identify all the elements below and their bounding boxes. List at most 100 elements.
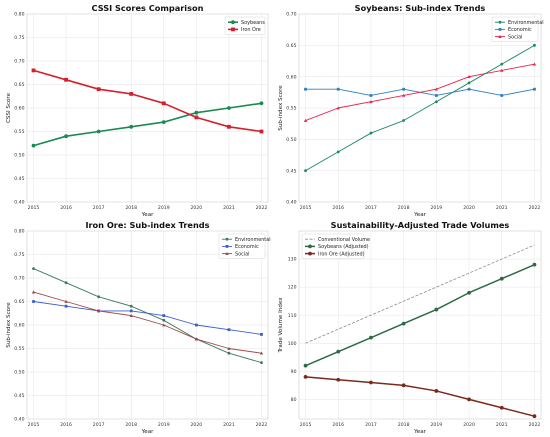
x-tick-label: 2015 bbox=[300, 205, 312, 211]
data-point bbox=[31, 143, 36, 148]
data-point bbox=[227, 328, 231, 332]
data-point bbox=[304, 87, 307, 91]
y-tick-label: 90 bbox=[291, 369, 297, 375]
data-point bbox=[96, 129, 101, 134]
series-1 bbox=[304, 43, 536, 173]
x-tick-label: 2018 bbox=[398, 422, 410, 428]
data-point bbox=[227, 351, 231, 355]
data-point bbox=[194, 115, 199, 120]
y-tick-label: 0.75 bbox=[14, 252, 24, 258]
y-tick-label: 0.80 bbox=[14, 229, 24, 235]
x-tick-label: 2016 bbox=[60, 422, 72, 428]
series-line bbox=[305, 263, 535, 367]
y-tick-label: 0.70 bbox=[14, 276, 24, 282]
series-line bbox=[33, 69, 262, 133]
x-tick-label: 2018 bbox=[398, 205, 410, 211]
data-point bbox=[500, 68, 504, 72]
legend-box bbox=[491, 16, 539, 42]
data-point bbox=[533, 87, 536, 91]
data-point bbox=[532, 414, 537, 419]
data-point bbox=[161, 101, 166, 106]
y-tick-label: 0.60 bbox=[286, 74, 296, 80]
data-point bbox=[259, 351, 264, 355]
data-point bbox=[162, 314, 166, 317]
series-3 bbox=[303, 375, 537, 419]
legend-box bbox=[301, 233, 365, 259]
x-tick-label: 2019 bbox=[158, 205, 170, 211]
data-point bbox=[336, 87, 340, 91]
y-tick-label: 0.40 bbox=[14, 200, 24, 206]
legend-marker bbox=[308, 251, 312, 256]
y-tick-label: 0.70 bbox=[14, 59, 24, 65]
data-point bbox=[533, 43, 536, 47]
x-tick-label: 2020 bbox=[190, 422, 202, 428]
legend-label: Soybeans (Adjusted) bbox=[318, 244, 369, 250]
data-point bbox=[161, 120, 166, 124]
y-axis-label: Sub-index Score bbox=[278, 85, 284, 131]
chart-title: Sustainability-Adjusted Trade Volumes bbox=[331, 220, 510, 230]
y-tick-label: 0.45 bbox=[14, 176, 24, 182]
data-point bbox=[227, 124, 231, 129]
data-point bbox=[369, 94, 373, 97]
data-point bbox=[336, 106, 340, 110]
x-tick-label: 2016 bbox=[60, 205, 72, 211]
data-point bbox=[96, 309, 101, 313]
data-point bbox=[434, 307, 439, 312]
data-point bbox=[64, 134, 68, 139]
y-tick-label: 0.50 bbox=[286, 137, 296, 143]
data-point bbox=[467, 290, 471, 295]
data-point bbox=[129, 92, 134, 96]
x-tick-label: 2022 bbox=[529, 205, 541, 211]
series-line bbox=[305, 63, 535, 121]
legend-label: Social bbox=[235, 251, 250, 257]
data-point bbox=[227, 106, 231, 110]
y-tick-label: 0.65 bbox=[14, 299, 24, 305]
series-line bbox=[33, 301, 262, 335]
data-point bbox=[64, 304, 68, 308]
x-tick-label: 2019 bbox=[430, 205, 442, 211]
data-point bbox=[129, 304, 133, 308]
data-point bbox=[303, 375, 308, 379]
legend-label: Economic bbox=[235, 244, 259, 250]
x-tick-label: 2020 bbox=[463, 205, 475, 211]
y-tick-label: 110 bbox=[288, 313, 297, 319]
data-point bbox=[467, 397, 471, 402]
data-point bbox=[336, 150, 340, 154]
data-point bbox=[401, 383, 406, 388]
panel-3: 0.40 0.45 0.50 0.55 0.60 0.65 0.70 0.75 0.80 2015… bbox=[6, 220, 271, 435]
data-point bbox=[129, 124, 134, 129]
data-point bbox=[304, 169, 307, 173]
data-point bbox=[64, 281, 68, 285]
data-point bbox=[162, 323, 166, 327]
y-tick-label: 130 bbox=[288, 257, 297, 263]
x-tick-label: 2019 bbox=[158, 422, 170, 428]
y-tick-label: 100 bbox=[288, 341, 297, 347]
y-tick-label: 80 bbox=[291, 397, 297, 403]
y-tick-label: 0.75 bbox=[14, 35, 24, 41]
y-tick-label: 0.65 bbox=[286, 43, 296, 49]
series-line bbox=[305, 244, 535, 344]
data-point bbox=[532, 262, 537, 267]
x-tick-label: 2019 bbox=[430, 422, 442, 428]
y-tick-label: 0.60 bbox=[14, 106, 24, 112]
legend-marker bbox=[225, 245, 229, 248]
x-tick-label: 2022 bbox=[256, 422, 268, 428]
panel-4: 80 90 100 110 120 130 2015 2016 2017 2018 2019 2020… bbox=[278, 220, 542, 435]
x-tick-label: 2021 bbox=[223, 422, 235, 428]
legend-label: Social bbox=[508, 34, 523, 40]
x-tick-label: 2021 bbox=[496, 205, 508, 211]
data-point bbox=[336, 377, 341, 382]
series-1 bbox=[31, 101, 264, 148]
series-3 bbox=[31, 290, 264, 355]
data-point bbox=[227, 346, 231, 350]
data-point bbox=[467, 74, 471, 79]
x-tick-label: 2015 bbox=[28, 422, 40, 428]
x-axis-label: Year bbox=[413, 429, 427, 435]
data-point bbox=[336, 349, 341, 354]
y-tick-label: 0.60 bbox=[14, 323, 24, 329]
data-point bbox=[500, 62, 504, 66]
legend-label: Iron Ore bbox=[241, 27, 261, 33]
y-tick-label: 0.65 bbox=[14, 82, 24, 88]
